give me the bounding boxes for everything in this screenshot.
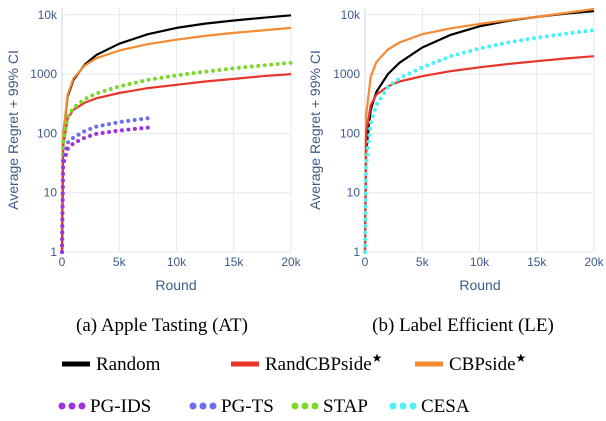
x-axis-label: Round [155,277,196,293]
y-tick-label: 1 [50,245,57,259]
y-tick-label: 1000 [333,67,360,81]
legend-item-random: Random [62,354,161,375]
series-line-randcbpside [60,73,292,253]
legend-label: RandCBPside★ [265,351,382,375]
x-tick-label: 10k [167,255,187,269]
x-tick-label: 5k [113,255,127,269]
panel-label-efficient: 1 10 100 1000 10k 0 5k 10k 15k 20k Average Regret… [307,8,605,336]
legend-label: CESA [421,396,470,417]
legend-label: Random [96,354,161,375]
y-tick-label: 10 [347,186,361,200]
x-tick-label: 20k [584,255,604,269]
legend-item-pg-ts: PG-TS [189,396,274,417]
axes: 1 10 100 1000 10k 0 5k 10k 15k 20k [30,8,301,269]
series-line-pg-ts [60,116,150,254]
axes: 1 10 100 1000 10k 0 5k 10k 15k 20k [333,8,604,269]
legend: Random RandCBPside★ CBPside★ PG-IDS PG-TS STA… [58,351,526,417]
legend-item-randcbpside: RandCBPside★ [231,351,382,375]
grid-lines [62,8,292,253]
x-axis-label: Round [459,277,500,293]
series-line-randcbpside [363,55,595,253]
x-tick-label: 10k [470,255,490,269]
x-tick-label: 0 [59,255,66,269]
x-tick-label: 15k [224,255,244,269]
caption-a: (a) Apple Tasting (AT) [76,315,248,336]
y-axis-label: Average Regret + 99% CI [5,50,21,210]
x-tick-label: 5k [416,255,430,269]
y-tick-label: 1 [353,245,360,259]
y-tick-label: 10k [341,8,361,22]
panel-apple-tasting: 1 10 100 1000 10k 0 5k 10k 15k 20k Average Regret… [5,8,302,336]
y-tick-label: 10 [44,186,58,200]
y-tick-label: 1000 [30,67,57,81]
y-axis-label: Average Regret + 99% CI [307,50,323,210]
legend-label: STAP [323,396,368,417]
y-tick-label: 10k [38,8,58,22]
caption-b: (b) Label Efficient (LE) [372,315,554,336]
x-tick-label: 20k [281,255,301,269]
legend-label: PG-IDS [90,396,151,417]
series-line-stap [60,60,293,254]
series-line-cesa [363,28,596,254]
legend-star: ★ [372,351,383,365]
legend-item-cbpside: CBPside★ [415,351,526,375]
y-tick-label: 100 [340,126,360,140]
grid-lines [365,8,595,253]
legend-label: CBPside★ [449,351,526,375]
x-tick-label: 0 [362,255,369,269]
series-line-cbpside [363,7,595,253]
x-tick-label: 15k [527,255,547,269]
legend-item-stap: STAP [291,396,368,417]
series-line-cbpside [60,26,292,253]
legend-star: ★ [516,351,527,365]
legend-item-cesa: CESA [389,396,470,417]
y-tick-label: 100 [37,126,57,140]
series-layer [363,7,596,254]
legend-label: PG-TS [221,396,274,417]
series-layer [60,14,293,254]
series-line-pg-ids [60,125,150,254]
legend-item-pg-ids: PG-IDS [58,396,151,417]
